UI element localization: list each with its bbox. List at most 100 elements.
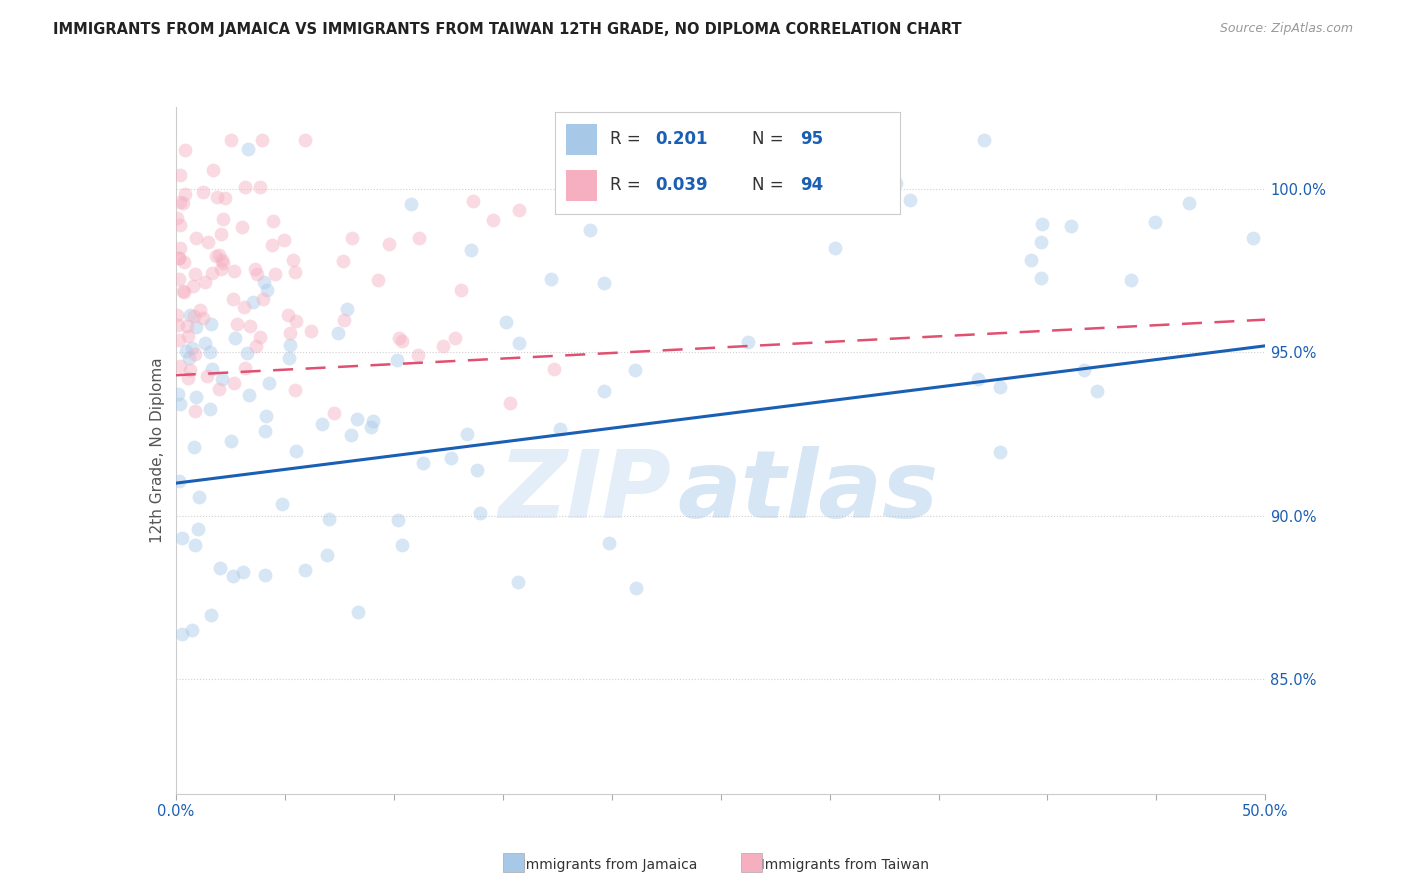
Text: ZIP: ZIP bbox=[499, 446, 672, 538]
Point bbox=[179, 308, 201, 322]
Point bbox=[553, 182, 575, 196]
Point bbox=[184, 391, 207, 405]
Point bbox=[278, 338, 301, 352]
Point bbox=[1087, 384, 1109, 399]
Point bbox=[408, 231, 430, 245]
Point bbox=[166, 211, 188, 225]
Point bbox=[326, 326, 349, 341]
Point bbox=[824, 241, 846, 255]
Point bbox=[184, 538, 207, 552]
Text: R =: R = bbox=[610, 177, 647, 194]
Point bbox=[242, 294, 264, 309]
Point bbox=[387, 513, 409, 527]
Point bbox=[211, 262, 233, 277]
Point bbox=[262, 214, 284, 228]
Text: 0.039: 0.039 bbox=[655, 177, 707, 194]
Point bbox=[294, 133, 316, 147]
Point bbox=[173, 186, 195, 201]
Point bbox=[278, 326, 301, 341]
Point bbox=[284, 384, 307, 398]
Point bbox=[188, 490, 211, 504]
Point bbox=[456, 427, 478, 442]
Point bbox=[468, 507, 491, 521]
Point bbox=[212, 211, 235, 226]
Point bbox=[201, 361, 224, 376]
Point bbox=[209, 560, 232, 574]
Text: N =: N = bbox=[752, 177, 789, 194]
Point bbox=[806, 141, 828, 155]
Point bbox=[172, 531, 194, 545]
Point bbox=[548, 422, 571, 436]
Point bbox=[176, 318, 198, 333]
Point bbox=[294, 563, 316, 577]
Point bbox=[219, 434, 242, 448]
Point bbox=[412, 456, 434, 470]
Point bbox=[499, 396, 522, 410]
Point bbox=[378, 236, 401, 251]
Point bbox=[233, 301, 256, 315]
Point bbox=[540, 272, 562, 286]
Point bbox=[172, 284, 194, 298]
Point bbox=[191, 185, 214, 199]
Point bbox=[173, 285, 195, 300]
Point bbox=[226, 317, 249, 331]
Point bbox=[169, 397, 191, 411]
Point bbox=[285, 314, 308, 328]
Point bbox=[346, 605, 368, 619]
Point bbox=[172, 195, 194, 210]
Point bbox=[318, 512, 340, 526]
Point bbox=[399, 197, 422, 211]
Point bbox=[988, 379, 1011, 393]
Text: IMMIGRANTS FROM JAMAICA VS IMMIGRANTS FROM TAIWAN 12TH GRADE, NO DIPLOMA CORRELA: IMMIGRANTS FROM JAMAICA VS IMMIGRANTS FR… bbox=[53, 22, 962, 37]
Point bbox=[246, 268, 269, 282]
Point bbox=[482, 212, 505, 227]
Point bbox=[273, 233, 295, 247]
Point bbox=[252, 293, 274, 307]
Point bbox=[264, 268, 287, 282]
Point bbox=[169, 241, 191, 255]
Point bbox=[173, 254, 195, 268]
Point bbox=[231, 220, 253, 235]
Point bbox=[655, 133, 678, 147]
Point bbox=[967, 372, 990, 386]
Point bbox=[177, 371, 200, 385]
Point bbox=[1178, 196, 1201, 211]
Point bbox=[169, 218, 191, 232]
Point bbox=[333, 313, 356, 327]
Point bbox=[388, 331, 411, 345]
Point bbox=[256, 283, 278, 297]
Point bbox=[239, 318, 262, 333]
Point bbox=[323, 406, 346, 420]
Point bbox=[1060, 219, 1083, 233]
Point bbox=[188, 302, 211, 317]
Point bbox=[211, 253, 233, 268]
Point bbox=[200, 607, 222, 622]
Point bbox=[170, 626, 193, 640]
Point bbox=[221, 569, 243, 583]
Point bbox=[299, 324, 322, 338]
Point bbox=[315, 548, 337, 562]
Point bbox=[198, 344, 221, 359]
Point bbox=[737, 335, 759, 350]
Point bbox=[167, 252, 190, 266]
Point bbox=[1143, 215, 1166, 229]
Point bbox=[169, 168, 191, 182]
Point bbox=[336, 301, 359, 316]
Point bbox=[460, 244, 482, 258]
Point bbox=[1073, 363, 1095, 377]
Text: 95: 95 bbox=[800, 130, 823, 148]
Point bbox=[385, 353, 408, 368]
Point bbox=[166, 387, 188, 401]
Point bbox=[219, 133, 242, 147]
Text: Immigrants from Jamaica: Immigrants from Jamaica bbox=[513, 858, 697, 872]
Text: 94: 94 bbox=[800, 177, 823, 194]
Point bbox=[195, 368, 218, 383]
Point bbox=[450, 284, 472, 298]
Point bbox=[626, 581, 648, 595]
Point bbox=[184, 403, 207, 417]
Point bbox=[181, 341, 204, 355]
Point bbox=[177, 351, 200, 366]
Point bbox=[245, 261, 267, 276]
Text: Source: ZipAtlas.com: Source: ZipAtlas.com bbox=[1219, 22, 1353, 36]
Point bbox=[592, 276, 614, 290]
